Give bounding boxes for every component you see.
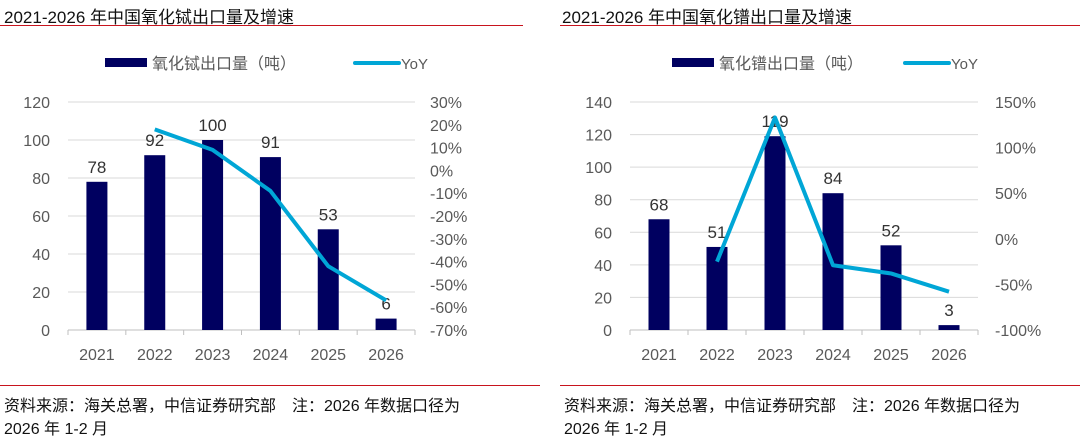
y-left-tick: 0 [603, 323, 612, 340]
bar-data-label: 91 [261, 133, 280, 152]
bar [144, 155, 166, 330]
y-left-tick: 120 [23, 95, 50, 112]
bar-data-label: 52 [882, 221, 901, 240]
x-tick-label: 2021 [641, 347, 677, 364]
x-tick-label: 2024 [253, 347, 289, 364]
x-tick-label: 2026 [368, 347, 404, 364]
y-right-tick: -60% [430, 300, 467, 317]
y-right-tick: -40% [430, 255, 467, 272]
source-line-1: 资料来源：海关总署，中信证券研究部 注：2026 年数据口径为 [4, 398, 461, 415]
chart-panel-terbium: 2021-2026 年中国氧化铽出口量及增速 氧化铽出口量（吨） YoY 0 20 40… [0, 8, 540, 441]
bar [202, 140, 224, 330]
x-tick-label: 2026 [931, 347, 967, 364]
y-right-tick: 20% [430, 118, 462, 135]
y-left-tick: 0 [41, 323, 50, 340]
y-left-tick: 80 [32, 171, 50, 188]
chart-panel-praseodymium: 2021-2026 年中国氧化镨出口量及增速 氧化镨出口量（吨） YoY 0 20 40… [540, 0, 1080, 442]
y-right-tick: -50% [430, 277, 467, 294]
bar [86, 181, 108, 330]
bar-data-label: 51 [708, 223, 727, 242]
chart-terbium: 氧化铽出口量（吨） YoY 0 20 40 60 80 100 120 -70% -60% -50% -… [23, 55, 467, 364]
chart-title: 2021-2026 年中国氧化镨出口量及增速 [562, 8, 853, 27]
source-note: 资料来源：海关总署，中信证券研究部 注：2026 年数据口径为 2026 年 1-… [4, 395, 460, 441]
bar [764, 136, 786, 330]
y-right-tick: 50% [995, 186, 1027, 203]
chart-title: 2021-2026 年中国氧化铽出口量及增速 [4, 8, 295, 27]
legend-bar-swatch [672, 58, 714, 67]
x-tick-label: 2022 [137, 347, 173, 364]
bar-data-label: 84 [824, 169, 843, 188]
y-right-tick: 150% [995, 95, 1036, 112]
bar-data-label: 3 [944, 301, 953, 320]
x-tick-label: 2023 [195, 347, 231, 364]
y-right-tick: 0% [430, 163, 453, 180]
y-left-tick: 60 [32, 209, 50, 226]
bar-data-label: 100 [198, 116, 226, 135]
y-right-tick: -10% [430, 186, 467, 203]
source-note: 资料来源：海关总署，中信证券研究部 注：2026 年数据口径为 2026 年 1-… [564, 395, 1020, 441]
divider [0, 25, 523, 26]
bar-data-label: 6 [381, 295, 390, 314]
y-right-tick: 30% [430, 95, 462, 112]
y-right-tick: -30% [430, 232, 467, 249]
legend-bar-swatch [105, 58, 147, 67]
source-line-2: 2026 年 1-2 月 [564, 421, 669, 438]
legend-line-label: YoY [951, 56, 978, 73]
y-right-tick: 0% [995, 232, 1018, 249]
x-tick-label: 2021 [79, 347, 115, 364]
y-right-tick: 10% [430, 141, 462, 158]
y-left-tick: 100 [585, 160, 612, 177]
y-left-tick: 140 [585, 95, 612, 112]
legend-bar-label: 氧化铽出口量（吨） [152, 55, 296, 73]
divider [0, 385, 540, 386]
bar [880, 245, 902, 330]
y-left-tick: 40 [32, 247, 50, 264]
legend-bar-label: 氧化镨出口量（吨） [719, 55, 863, 73]
source-line-1: 资料来源：海关总署，中信证券研究部 注：2026 年数据口径为 [564, 398, 1021, 415]
divider [560, 385, 1080, 386]
y-right-tick: -100% [995, 323, 1041, 340]
bar-data-label: 68 [650, 195, 669, 214]
x-tick-label: 2025 [310, 347, 346, 364]
x-tick-label: 2023 [757, 347, 793, 364]
bar [317, 229, 339, 330]
y-left-tick: 80 [594, 193, 612, 210]
y-right-tick: -20% [430, 209, 467, 226]
bar [706, 246, 728, 330]
x-tick-label: 2025 [873, 347, 909, 364]
bar [938, 325, 960, 330]
y-left-tick: 60 [594, 225, 612, 242]
y-left-tick: 100 [23, 133, 50, 150]
source-line-2: 2026 年 1-2 月 [4, 421, 109, 438]
y-right-tick: 100% [995, 141, 1036, 158]
y-right-tick: -70% [430, 323, 467, 340]
x-tick-label: 2024 [815, 347, 851, 364]
y-right-tick: -50% [995, 277, 1032, 294]
y-left-tick: 120 [585, 128, 612, 145]
bar [375, 318, 397, 330]
divider [560, 25, 1080, 26]
bar [259, 157, 281, 330]
bar [648, 219, 670, 330]
legend-line-label: YoY [401, 56, 428, 73]
y-left-tick: 20 [594, 290, 612, 307]
bar-data-label: 53 [319, 205, 338, 224]
bar-data-label: 92 [145, 131, 164, 150]
y-left-tick: 20 [32, 285, 50, 302]
chart-praseodymium: 氧化镨出口量（吨） YoY 0 20 40 60 80 100 120 140 -100% -50% 0… [585, 55, 1041, 364]
y-left-tick: 40 [594, 258, 612, 275]
bar-data-label: 78 [87, 158, 106, 177]
x-tick-label: 2022 [699, 347, 735, 364]
